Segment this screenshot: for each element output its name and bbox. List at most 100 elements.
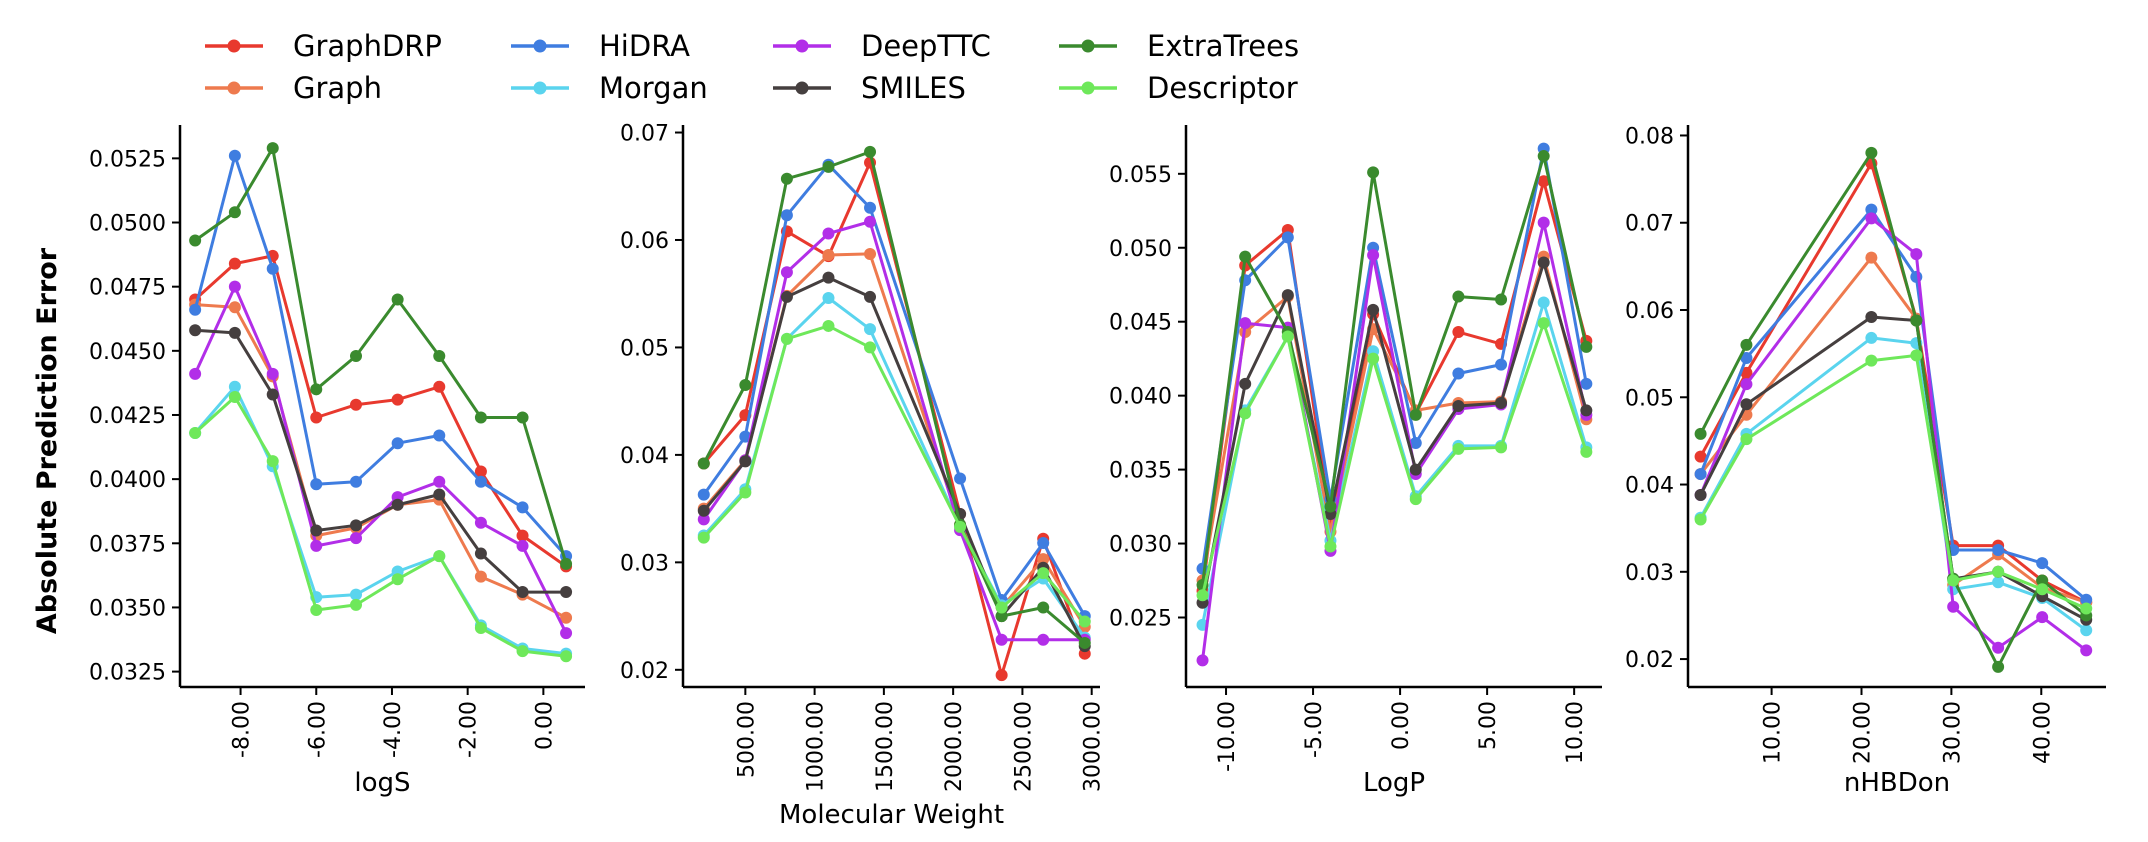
data-point [433, 429, 446, 442]
data-point [822, 227, 835, 240]
data-point [1239, 407, 1252, 420]
data-point [310, 478, 323, 491]
data-point [1239, 250, 1252, 263]
data-point [1037, 601, 1050, 614]
series-smiles [189, 324, 573, 599]
data-point [780, 266, 793, 279]
legend-label: DeepTTC [861, 29, 991, 63]
data-point [1580, 340, 1593, 353]
data-point [1537, 256, 1550, 269]
data-point [433, 380, 446, 393]
x-axis-label: Molecular Weight [779, 800, 1004, 830]
x-tick-label: 30.00 [1940, 701, 1965, 764]
x-axis-label: nHBDon [1844, 768, 1950, 798]
data-point [864, 341, 877, 354]
series-line [193, 154, 568, 558]
data-point [1078, 615, 1091, 628]
data-point [1740, 378, 1753, 391]
data-point [391, 437, 404, 450]
series-line [1699, 151, 2088, 669]
series-descriptor [189, 391, 573, 663]
x-tick-label: -10.00 [1215, 701, 1240, 772]
data-point [516, 645, 529, 658]
x-tick-label: 0.00 [532, 701, 557, 750]
x-tick-label: 5.00 [1476, 701, 1501, 750]
data-point [433, 349, 446, 362]
legend-entry-extratrees: ExtraTrees [1059, 29, 1299, 63]
data-point [1740, 338, 1753, 351]
x-axis-label: LogP [1363, 768, 1425, 798]
data-point [1865, 331, 1878, 344]
data-point [1367, 249, 1380, 262]
data-point [1694, 427, 1707, 440]
data-point [995, 610, 1008, 623]
data-point [560, 650, 573, 663]
x-tick-label: -5.00 [1302, 701, 1327, 758]
data-point [310, 411, 323, 424]
data-point [350, 588, 363, 601]
data-point [697, 504, 710, 517]
x-tick-label: 1500.00 [873, 701, 898, 792]
data-point [516, 411, 529, 424]
y-tick-label: 0.08 [1625, 124, 1674, 149]
series-line [1201, 321, 1588, 596]
data-point [1239, 317, 1252, 330]
data-point [1324, 540, 1337, 553]
data-point [1409, 493, 1422, 506]
y-tick-label: 0.055 [1109, 163, 1172, 188]
y-tick-label: 0.06 [620, 229, 669, 254]
y-tick-label: 0.0500 [89, 212, 166, 237]
data-point [1865, 310, 1878, 323]
data-point [780, 172, 793, 185]
data-point [1452, 326, 1465, 339]
data-point [2080, 602, 2093, 615]
data-point [697, 513, 710, 526]
data-point [1865, 251, 1878, 264]
series-descriptor [1694, 349, 2093, 615]
data-point [310, 524, 323, 537]
data-point [228, 206, 241, 219]
data-point [995, 601, 1008, 614]
series-line [1201, 154, 1588, 586]
y-tick-label: 0.04 [620, 444, 669, 469]
data-point [1196, 654, 1209, 667]
data-point [697, 488, 710, 501]
data-point [822, 160, 835, 173]
y-tick-label: 0.0375 [89, 532, 166, 557]
x-tick-label: -8.00 [230, 701, 255, 758]
data-point [474, 475, 487, 488]
data-point [1537, 296, 1550, 309]
data-point [266, 142, 279, 155]
data-point [1992, 576, 2005, 589]
x-tick-label: 3000.00 [1081, 701, 1106, 792]
series-graphdrp [1694, 157, 2093, 609]
y-tick-label: 0.03 [620, 551, 669, 576]
series-descriptor [697, 319, 1091, 628]
y-tick-label: 0.040 [1109, 385, 1172, 410]
series-graph [189, 298, 573, 624]
data-point [2080, 624, 2093, 637]
y-tick-label: 0.0350 [89, 596, 166, 621]
legend: GraphDRP Graph HiDRA Morgan DeepTTC SMILES Ext… [205, 29, 1299, 105]
data-point [1495, 358, 1508, 371]
series-line [195, 328, 567, 594]
data-point [1694, 489, 1707, 502]
data-point [433, 475, 446, 488]
data-point [697, 457, 710, 470]
data-point [516, 529, 529, 542]
series-extratrees [1694, 146, 2093, 673]
data-point [228, 380, 241, 393]
data-point [1992, 660, 2005, 673]
panel-nhbdon: 0.02 0.03 0.04 0.05 0.06 0.07 0.08 10.00 20.00 30… [1625, 124, 2106, 798]
data-point [1537, 175, 1550, 188]
legend-entry-descriptor: Descriptor [1059, 71, 1298, 105]
data-point [189, 234, 202, 247]
data-point [350, 532, 363, 545]
data-point [433, 550, 446, 563]
data-point [560, 557, 573, 570]
x-tick-label: -6.00 [305, 701, 330, 758]
data-point [1037, 553, 1050, 566]
data-point [1910, 314, 1923, 327]
series-deepttc [1196, 216, 1593, 667]
